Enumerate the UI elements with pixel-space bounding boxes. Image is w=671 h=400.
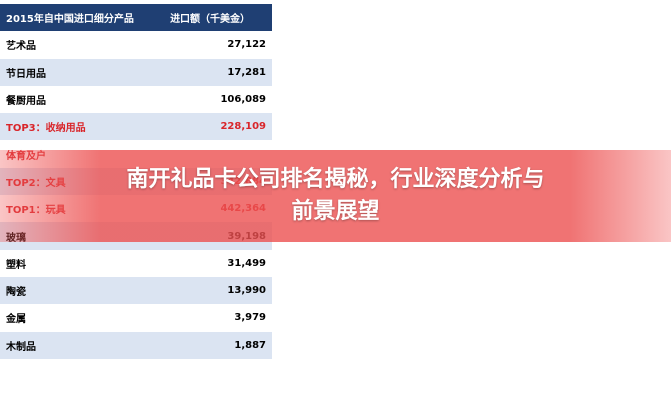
banner-line: 前景展望	[291, 199, 380, 224]
product-cell: 木制品	[6, 341, 36, 353]
table-row: 艺术品 27,122	[0, 31, 272, 58]
product-cell: 金属	[6, 314, 26, 326]
header-cell: 2015年自中国进口细分产品	[6, 14, 134, 26]
header-cell: 进口额（千美金）	[170, 14, 251, 26]
product-cell: 节日用品	[6, 68, 46, 80]
product-cell: 艺术品	[6, 41, 36, 53]
product-cell: 餐厨用品	[6, 96, 46, 108]
table-row: 陶瓷 13,990	[0, 276, 272, 305]
value-cell: 1,887	[234, 339, 266, 351]
table-row: TOP3：收纳用品 228,109	[0, 113, 272, 141]
table-row: 金属 3,979	[0, 304, 272, 331]
header-row: 2015年自中国进口细分产品 进口额（千美金）	[0, 4, 272, 32]
value-cell: 106,089	[220, 94, 266, 106]
banner-line: 南开礼品卡公司排名揭秘，行业深度分析与	[126, 167, 545, 192]
table-row: 餐厨用品 106,089	[0, 86, 272, 113]
table-row: 节日用品 17,281	[0, 58, 272, 86]
product-cell: 塑料	[6, 259, 26, 271]
product-cell: TOP3：收纳用品	[6, 123, 86, 135]
product-cell: 陶瓷	[6, 287, 26, 299]
value-cell: 228,109	[220, 121, 266, 133]
value-cell: 27,122	[227, 39, 266, 51]
value-cell: 31,499	[227, 257, 266, 269]
value-cell: 3,979	[234, 312, 266, 324]
table-row: 塑料 31,499	[0, 250, 272, 277]
banner: 南开礼品卡公司排名揭秘，行业深度分析与 前景展望	[0, 150, 671, 242]
value-cell: 17,281	[227, 66, 266, 78]
value-cell: 13,990	[227, 285, 266, 297]
table-row: 木制品 1,887	[0, 331, 272, 359]
